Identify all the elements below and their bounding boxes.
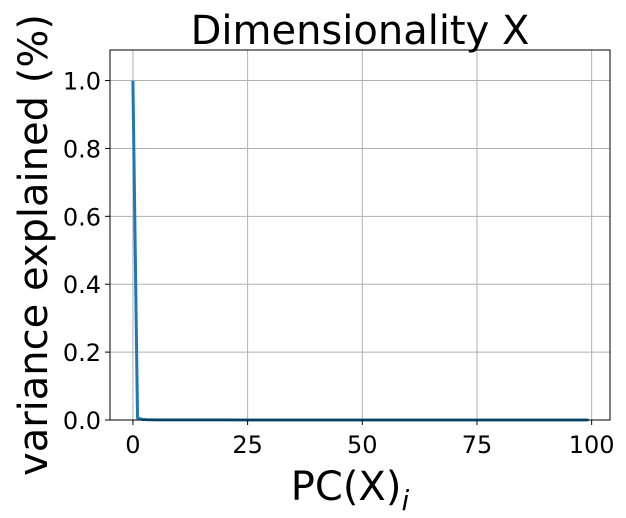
- y-axis-label: variance explained (%): [11, 14, 57, 476]
- x-tick-label-0: 0: [125, 431, 140, 459]
- series-line-0: [131, 80, 589, 422]
- y-tick-label-0: 0.0: [63, 407, 101, 435]
- x-tick-label-4: 100: [569, 431, 615, 459]
- grid: [110, 50, 610, 421]
- y-tick-label-5: 1.0: [63, 68, 101, 96]
- x-tick-label-3: 75: [462, 431, 493, 459]
- chart-title: Dimensionality X: [191, 8, 530, 54]
- series-layer: [131, 80, 589, 422]
- y-tick-label-3: 0.6: [63, 203, 101, 231]
- x-axis-label: PC(X)i: [291, 464, 410, 517]
- y-tick-label-4: 0.8: [63, 135, 101, 163]
- ticks: 0 25 50 75 100 0.0 0.2 0.4 0.6 0.8 1.0: [63, 68, 615, 459]
- y-tick-label-2: 0.4: [63, 271, 101, 299]
- y-tick-label-1: 0.2: [63, 339, 101, 367]
- plot-area-frame: [109, 49, 611, 421]
- x-tick-label-1: 25: [232, 431, 263, 459]
- x-tick-label-2: 50: [347, 431, 378, 459]
- x-axis-label-subscript: i: [401, 484, 409, 517]
- x-axis-label-text: PC(X): [291, 464, 402, 510]
